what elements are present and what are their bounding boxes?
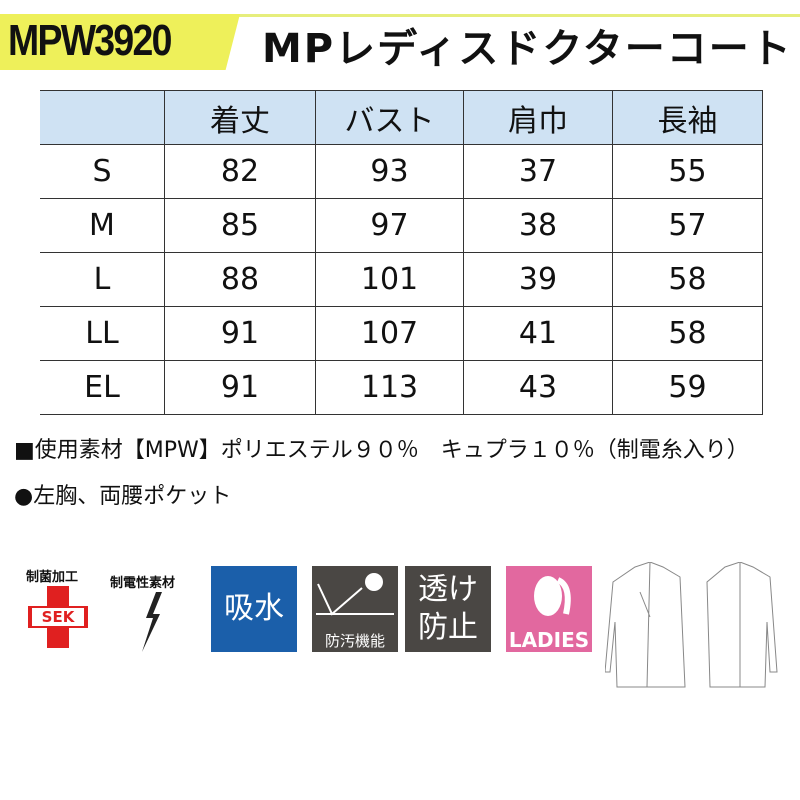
size-value-cell: 91 [164,360,316,415]
header-cell [40,90,165,145]
header-cell: バスト [315,90,464,145]
product-code: MPW3920 [8,16,172,65]
seethrough-icon: 透け防止 [405,566,491,652]
size-value-cell: 88 [164,252,316,307]
header-cell: 長袖 [612,90,763,145]
table-row: LL 91 107 41 58 [40,306,763,361]
pocket-note: ●左胸、両腰ポケット [14,484,232,509]
header-cell: 着丈 [164,90,316,145]
stain-arrow-icon [316,573,394,616]
size-value-cell: 93 [315,144,464,199]
size-value-cell: 43 [463,360,613,415]
size-value-cell: 91 [164,306,316,361]
woman-silhouette-icon [534,576,571,616]
antistatic-label: 制電性素材 [110,576,176,591]
absorb-text: 吸水 [224,591,284,626]
size-label-cell: EL [40,360,165,415]
size-value-cell: 57 [612,198,763,253]
size-value-cell: 37 [463,144,613,199]
stain-resistant-icon: 防汚機能 [312,566,398,652]
antibacterial-label: 制菌加工 [26,570,79,585]
size-label-cell: M [40,198,165,253]
table-row: M 85 97 38 57 [40,198,763,253]
absorb-icon: 吸水 [211,566,297,652]
sek-text: SEK [32,608,84,626]
header-cell: 肩巾 [463,90,613,145]
size-value-cell: 107 [315,306,464,361]
size-value-cell: 59 [612,360,763,415]
size-value-cell: 58 [612,252,763,307]
table-header-row: 着丈 バスト 肩巾 長袖 [40,90,763,145]
table-row: S 82 93 37 55 [40,144,763,199]
size-label-cell: S [40,144,165,199]
seethrough-text: 透け防止 [418,572,478,645]
size-value-cell: 55 [612,144,763,199]
size-value-cell: 82 [164,144,316,199]
material-note: ■使用素材【MPW】ポリエステル９０％ キュプラ１０％（制電糸入り） [14,438,749,463]
product-title: MPレディスドクターコート [262,26,793,72]
size-label-cell: L [40,252,165,307]
size-value-cell: 41 [463,306,613,361]
ladies-icon: LADIES [506,566,592,652]
size-table: 着丈 バスト 肩巾 長袖 S 82 93 37 55 M 85 97 38 57 L 88 101 39 5… [40,90,763,415]
size-value-cell: 101 [315,252,464,307]
sek-cross-icon: SEK [28,586,88,648]
size-value-cell: 113 [315,360,464,415]
size-value-cell: 85 [164,198,316,253]
header-rule [230,14,800,17]
stain-text: 防汚機能 [324,632,385,650]
coat-illustration [605,562,778,688]
size-label-cell: LL [40,306,165,361]
table-row: EL 91 113 43 59 [40,360,763,415]
size-value-cell: 38 [463,198,613,253]
size-value-cell: 39 [463,252,613,307]
lightning-icon [142,592,162,652]
code-badge [0,14,240,70]
table-row: L 88 101 39 58 [40,252,763,307]
ladies-text: LADIES [508,628,590,652]
size-value-cell: 97 [315,198,464,253]
size-value-cell: 58 [612,306,763,361]
